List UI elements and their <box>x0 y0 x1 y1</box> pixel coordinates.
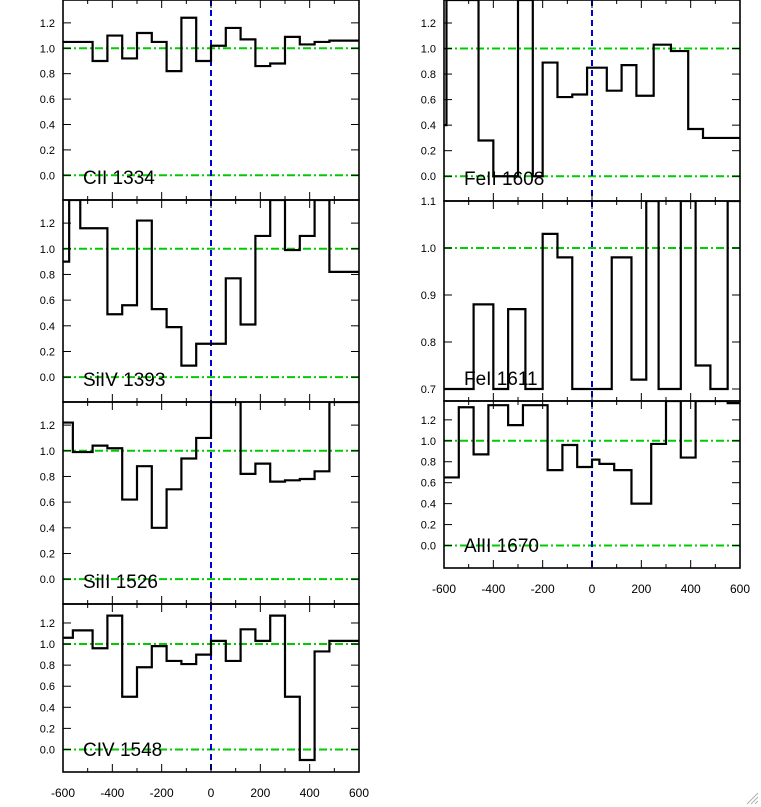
panel-label-5: FeI 1611 <box>464 369 538 390</box>
y-tick-label-4-1: 0.2 <box>421 146 436 158</box>
y-tick-label-4-4: 0.8 <box>421 69 436 81</box>
y-tick-label-6-0: 0.0 <box>421 541 436 553</box>
y-tick-label-1-0: 0.0 <box>40 372 55 384</box>
y-tick-label-5-1: 0.8 <box>421 337 436 349</box>
y-tick-label-6-4: 0.8 <box>421 457 436 469</box>
panel-2: 0.0 0.2 0.4 0.6 0.8 1.0 1.2 SiII 1526 <box>40 401 360 605</box>
y-tick-label-6-2: 0.4 <box>421 499 436 511</box>
y-tick-label-4-2: 0.4 <box>421 120 436 132</box>
x-tick-label-6-3: 0 <box>589 582 596 596</box>
spectrum-line-6 <box>444 401 740 505</box>
x-tick-label-3-6: 600 <box>349 786 369 800</box>
y-tick-label-0-2: 0.4 <box>40 119 55 131</box>
spectrum-line-1 <box>63 200 359 367</box>
y-tick-label-2-0: 0.0 <box>40 574 55 586</box>
y-tick-label-3-5: 1.0 <box>40 639 55 651</box>
x-tick-label-6-0: -600 <box>432 582 456 596</box>
y-tick-label-4-3: 0.6 <box>421 95 436 107</box>
spectrum-line-0 <box>63 16 359 73</box>
x-tick-label-6-1: -400 <box>481 582 505 596</box>
y-tick-label-5-3: 1.0 <box>421 243 436 255</box>
y-tick-label-5-2: 0.9 <box>421 290 436 302</box>
panel-label-0: CII 1334 <box>83 168 155 189</box>
y-tick-label-0-0: 0.0 <box>40 170 55 182</box>
y-tick-label-5-0: 0.7 <box>421 384 436 396</box>
y-tick-label-6-1: 0.2 <box>421 520 436 532</box>
spectrum-line-2 <box>63 402 359 529</box>
y-tick-label-6-5: 1.0 <box>421 436 436 448</box>
panel-label-4: FeII 1608 <box>464 169 544 190</box>
panel-label-3: CIV 1548 <box>83 740 162 761</box>
y-tick-label-3-1: 0.2 <box>40 723 55 735</box>
y-tick-label-1-2: 0.4 <box>40 321 55 333</box>
y-tick-label-4-5: 1.0 <box>421 44 436 56</box>
x-tick-label-3-1: -400 <box>100 786 124 800</box>
panel-1: 0.0 0.2 0.4 0.6 0.8 1.0 1.2 SiIV 1393 <box>40 199 360 403</box>
y-tick-label-1-4: 0.8 <box>40 269 55 281</box>
panel-6: 0.0 0.2 0.4 0.6 0.8 1.0 1.2 -600 -400 -200 0 200 400… <box>421 400 750 596</box>
y-tick-label-0-3: 0.6 <box>40 94 55 106</box>
y-tick-label-1-5: 1.0 <box>40 244 55 256</box>
y-tick-label-3-3: 0.6 <box>40 681 55 693</box>
y-tick-label-4-6: 1.2 <box>421 18 436 30</box>
y-tick-label-2-5: 1.0 <box>40 446 55 458</box>
panel-4: 0.0 0.2 0.4 0.6 0.8 1.0 1.2 FeII 1608 <box>421 0 741 202</box>
panel-label-2: SiII 1526 <box>83 572 158 593</box>
x-tick-label-6-6: 600 <box>730 582 750 596</box>
panel-0: 0.0 0.2 0.4 0.6 0.8 1.0 1.2 CII 1334 <box>40 0 360 201</box>
x-tick-label-6-2: -200 <box>531 582 555 596</box>
panel-label-1: SiIV 1393 <box>83 370 165 391</box>
y-tick-label-3-2: 0.4 <box>40 702 55 714</box>
y-tick-label-0-4: 0.8 <box>40 69 55 81</box>
y-tick-label-2-6: 1.2 <box>40 420 55 432</box>
panel-3: 0.0 0.2 0.4 0.6 0.8 1.0 1.2 -600 -400 -200 0 200 400… <box>40 603 369 800</box>
y-tick-label-1-3: 0.6 <box>40 295 55 307</box>
x-tick-label-3-4: 200 <box>250 786 270 800</box>
y-tick-label-6-3: 0.6 <box>421 478 436 490</box>
y-tick-label-2-4: 0.8 <box>40 471 55 483</box>
y-tick-label-5-4: 1.1 <box>421 196 436 208</box>
y-tick-label-2-1: 0.2 <box>40 548 55 560</box>
x-tick-label-3-2: -200 <box>150 786 174 800</box>
x-tick-label-3-3: 0 <box>208 786 215 800</box>
panel-label-6: AlII 1670 <box>464 536 539 557</box>
y-tick-label-2-3: 0.6 <box>40 497 55 509</box>
y-tick-label-0-1: 0.2 <box>40 145 55 157</box>
y-tick-label-2-2: 0.4 <box>40 523 55 535</box>
y-tick-label-3-6: 1.2 <box>40 618 55 630</box>
spectrum-line-4 <box>444 0 740 178</box>
resize-grip-icon[interactable] <box>745 791 759 805</box>
y-tick-label-6-6: 1.2 <box>421 415 436 427</box>
x-tick-label-6-4: 200 <box>631 582 651 596</box>
y-tick-label-1-1: 0.2 <box>40 346 55 358</box>
y-tick-label-1-6: 1.2 <box>40 218 55 230</box>
spectrum-line-3 <box>63 614 359 762</box>
x-tick-label-3-0: -600 <box>51 786 75 800</box>
y-tick-label-4-0: 0.0 <box>421 171 436 183</box>
x-tick-label-3-5: 400 <box>300 786 320 800</box>
y-tick-label-3-4: 0.8 <box>40 660 55 672</box>
x-tick-label-6-5: 400 <box>681 582 701 596</box>
spectrum-line-5 <box>444 201 740 391</box>
y-tick-label-0-5: 1.0 <box>40 43 55 55</box>
y-tick-label-3-0: 0.0 <box>40 744 55 756</box>
y-tick-label-0-6: 1.2 <box>40 18 55 30</box>
panel-5: 0.7 0.8 0.9 1.0 1.1 FeI 1611 <box>421 196 741 402</box>
